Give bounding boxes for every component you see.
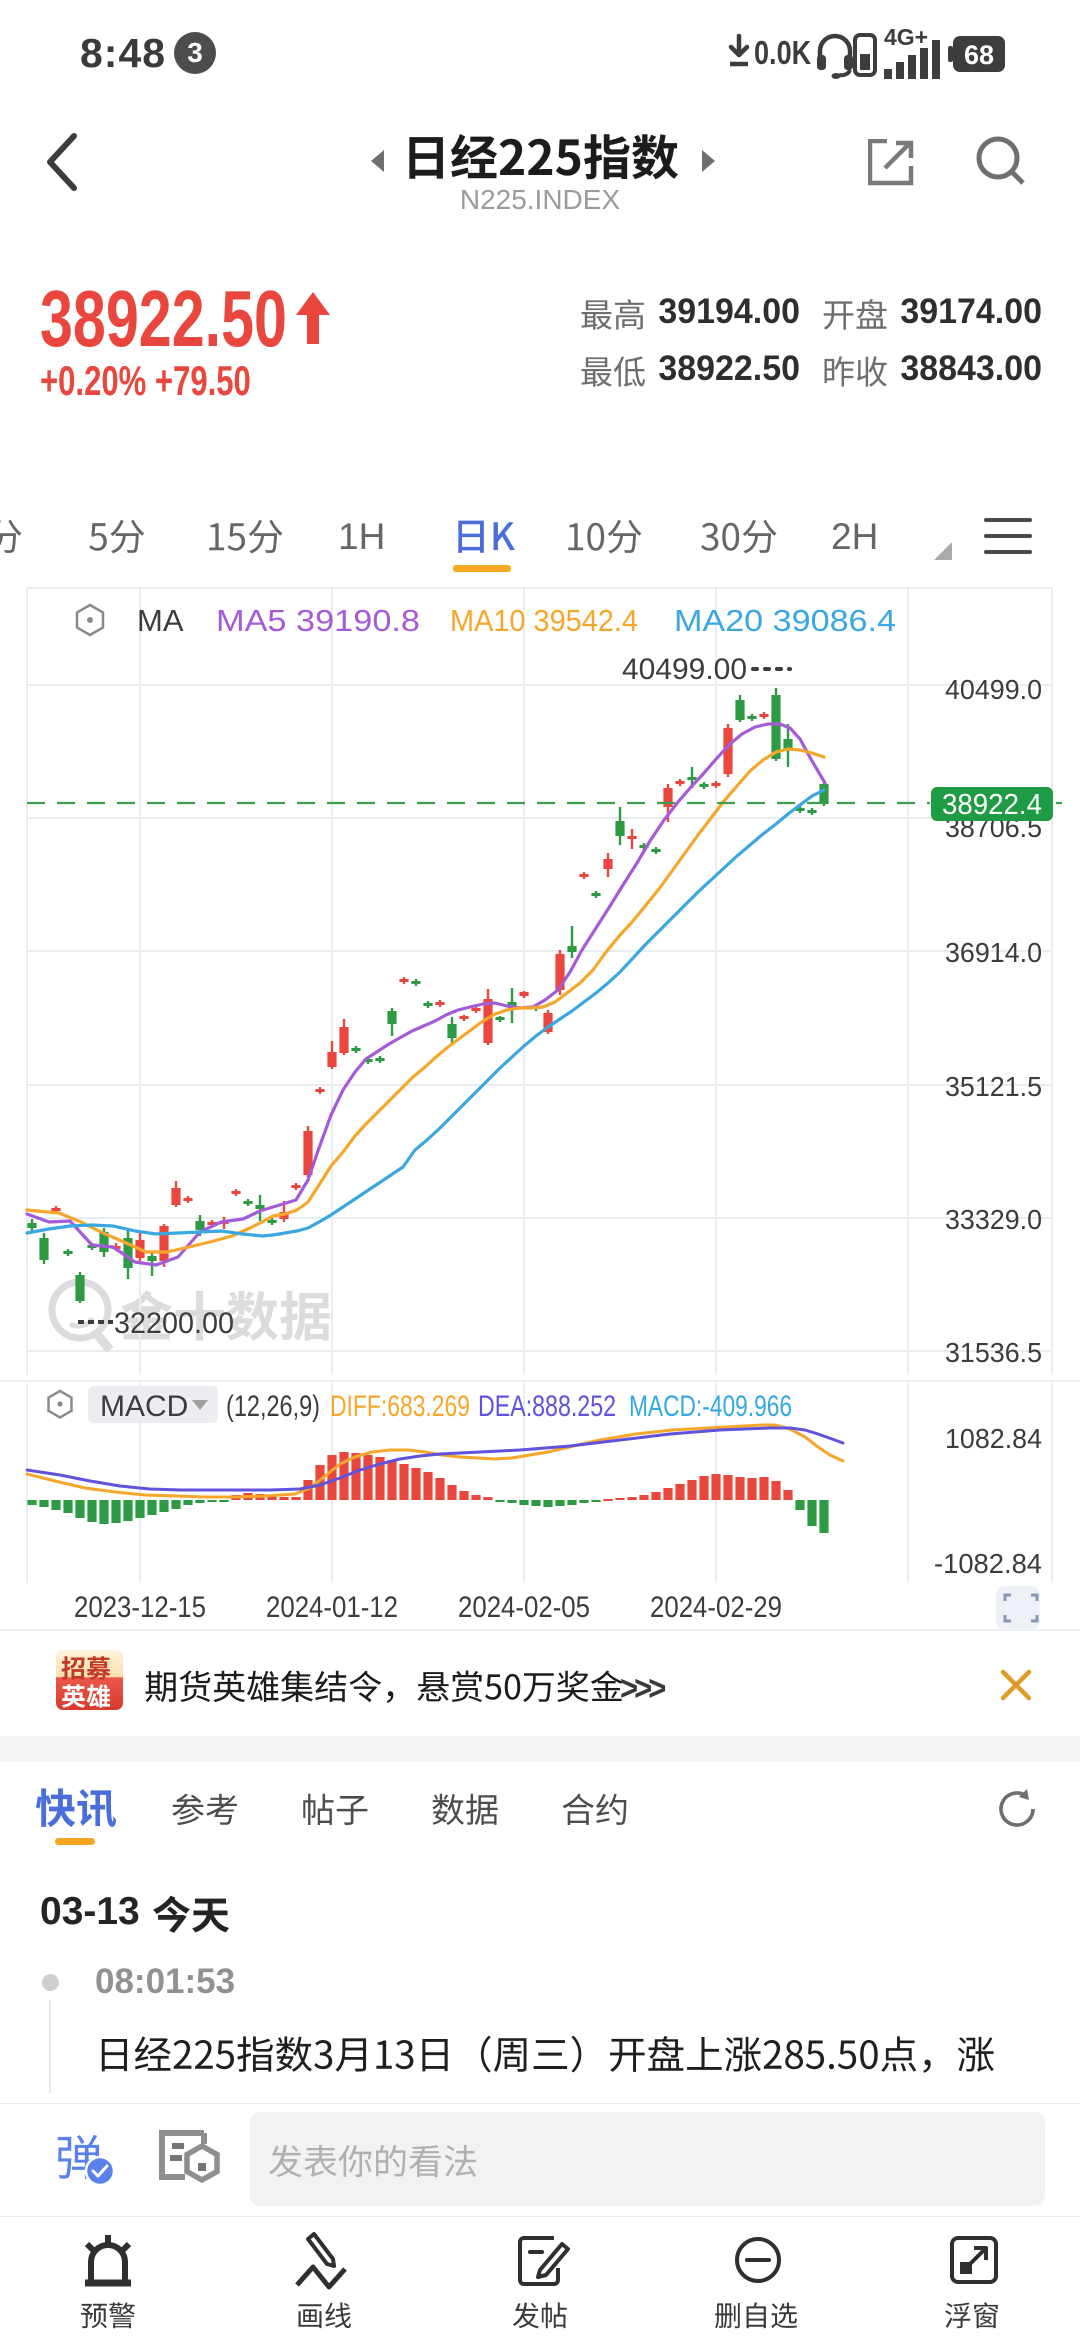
svg-text:31536.5: 31536.5 <box>945 1337 1042 1368</box>
svg-text:MACD: MACD <box>100 1390 188 1423</box>
svg-text:(12,26,9): (12,26,9) <box>226 1390 320 1423</box>
svg-text:MA: MA <box>137 603 184 638</box>
svg-text:38922.4: 38922.4 <box>942 789 1042 821</box>
svg-text:-1082.84: -1082.84 <box>934 1548 1042 1579</box>
svg-text:MA10 39542.4: MA10 39542.4 <box>450 603 638 638</box>
svg-text:68: 68 <box>964 40 994 70</box>
svg-text:2023-12-15: 2023-12-15 <box>74 1591 206 1624</box>
svg-text:2024-02-29: 2024-02-29 <box>650 1591 782 1624</box>
svg-text:35121.5: 35121.5 <box>945 1071 1042 1102</box>
svg-text:MA20 39086.4: MA20 39086.4 <box>674 603 896 638</box>
svg-text:DIFF:683.269: DIFF:683.269 <box>330 1390 470 1423</box>
svg-text:33329.0: 33329.0 <box>945 1204 1042 1235</box>
svg-text:MA5 39190.8: MA5 39190.8 <box>216 603 420 638</box>
svg-text:MACD:-409.966: MACD:-409.966 <box>629 1390 792 1423</box>
svg-text:32200.00: 32200.00 <box>114 1307 234 1340</box>
svg-text:2024-01-12: 2024-01-12 <box>266 1591 398 1624</box>
svg-text:2024-02-05: 2024-02-05 <box>458 1591 590 1624</box>
svg-text:36914.0: 36914.0 <box>945 937 1042 968</box>
svg-text:40499.00: 40499.00 <box>622 653 747 686</box>
svg-text:1082.84: 1082.84 <box>945 1423 1042 1454</box>
svg-text:DEA:888.252: DEA:888.252 <box>478 1390 616 1423</box>
svg-text:40499.0: 40499.0 <box>945 674 1042 705</box>
